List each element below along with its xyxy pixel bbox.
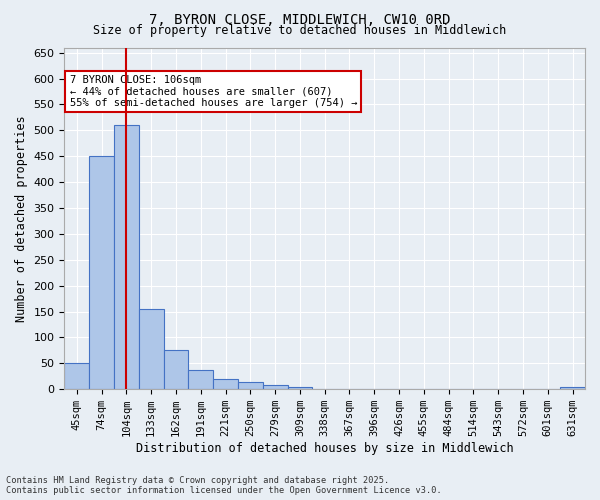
Bar	[238, 382, 263, 389]
Bar	[164, 350, 188, 389]
Text: 7 BYRON CLOSE: 106sqm
← 44% of detached houses are smaller (607)
55% of semi-det: 7 BYRON CLOSE: 106sqm ← 44% of detached …	[70, 75, 357, 108]
Bar	[139, 309, 164, 389]
X-axis label: Distribution of detached houses by size in Middlewich: Distribution of detached houses by size …	[136, 442, 514, 455]
Bar	[64, 364, 89, 389]
Bar	[114, 125, 139, 389]
Bar	[263, 385, 287, 389]
Bar	[213, 379, 238, 389]
Bar	[89, 156, 114, 389]
Bar	[560, 386, 585, 389]
Bar	[188, 370, 213, 389]
Bar	[287, 386, 313, 389]
Text: Contains HM Land Registry data © Crown copyright and database right 2025.
Contai: Contains HM Land Registry data © Crown c…	[6, 476, 442, 495]
Text: 7, BYRON CLOSE, MIDDLEWICH, CW10 0RD: 7, BYRON CLOSE, MIDDLEWICH, CW10 0RD	[149, 12, 451, 26]
Text: Size of property relative to detached houses in Middlewich: Size of property relative to detached ho…	[94, 24, 506, 37]
Y-axis label: Number of detached properties: Number of detached properties	[15, 115, 28, 322]
